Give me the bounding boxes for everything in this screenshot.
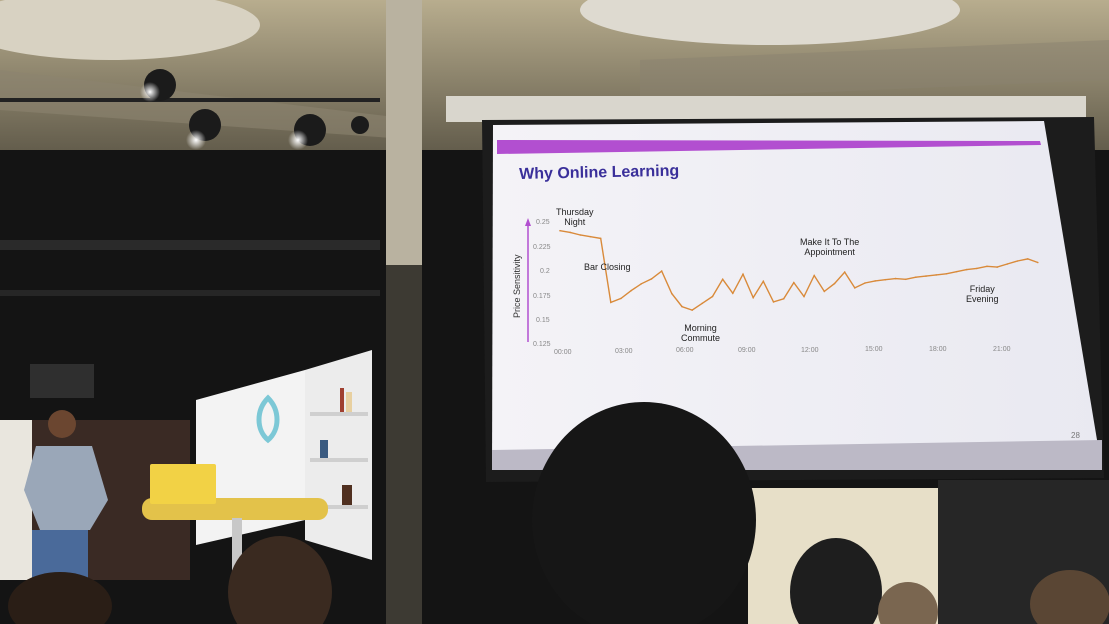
data-point bbox=[691, 309, 693, 311]
data-point bbox=[894, 277, 897, 280]
data-point bbox=[854, 287, 856, 289]
data-point bbox=[681, 305, 683, 308]
audience-head bbox=[228, 536, 332, 624]
data-point bbox=[965, 268, 968, 271]
data-point bbox=[630, 289, 632, 292]
data-point bbox=[721, 278, 724, 281]
data-point bbox=[620, 297, 622, 300]
data-point bbox=[701, 302, 704, 305]
x-tick: 18:00 bbox=[929, 346, 947, 353]
laptop bbox=[150, 464, 216, 504]
airbnb-logo bbox=[256, 394, 280, 444]
data-point bbox=[904, 278, 907, 281]
data-point bbox=[711, 295, 714, 298]
data-point bbox=[925, 275, 927, 277]
x-tick: 09:00 bbox=[738, 347, 756, 354]
audience-head bbox=[878, 582, 938, 624]
projection-screen bbox=[492, 121, 1102, 470]
data-point bbox=[671, 292, 673, 295]
data-point bbox=[559, 229, 561, 232]
series-line-group bbox=[559, 229, 1039, 311]
speaker-box bbox=[30, 364, 94, 398]
audience-head-foreground bbox=[532, 402, 756, 624]
x-tick: 03:00 bbox=[615, 348, 633, 355]
audience-head bbox=[1030, 570, 1109, 624]
slide-chart bbox=[525, 218, 1039, 342]
data-point bbox=[1026, 258, 1029, 260]
y-tick: 0.175 bbox=[533, 293, 551, 300]
data-point bbox=[660, 270, 663, 272]
data-point bbox=[762, 280, 765, 283]
audience-head bbox=[790, 538, 882, 624]
data-point bbox=[732, 292, 734, 295]
x-tick: 21:00 bbox=[993, 346, 1011, 353]
data-point bbox=[1016, 260, 1019, 262]
data-point bbox=[996, 266, 998, 268]
data-point bbox=[793, 281, 795, 284]
data-point bbox=[813, 274, 815, 277]
stage-lights bbox=[0, 69, 380, 150]
y-tick: 0.2 bbox=[540, 268, 550, 275]
data-point bbox=[986, 265, 988, 268]
data-point bbox=[833, 282, 836, 285]
x-tick: 12:00 bbox=[801, 347, 819, 354]
data-point bbox=[915, 276, 917, 279]
data-point bbox=[976, 267, 978, 270]
data-point bbox=[945, 273, 948, 275]
data-point bbox=[955, 270, 958, 273]
data-point bbox=[579, 234, 582, 236]
data-point bbox=[752, 296, 754, 299]
price-sensitivity-line bbox=[559, 230, 1039, 311]
data-point bbox=[884, 278, 887, 281]
ceiling-dome-left bbox=[0, 0, 260, 60]
data-point bbox=[599, 237, 602, 240]
slide-title: Why Online Learning bbox=[519, 162, 680, 183]
annotation-morning-commute: Morning Commute bbox=[681, 323, 721, 343]
y-tick: 0.125 bbox=[533, 341, 551, 348]
x-tick: 00:00 bbox=[554, 349, 572, 356]
data-point bbox=[650, 278, 653, 280]
annotation-bar-closing: Bar Closing bbox=[584, 262, 631, 272]
x-tick: 06:00 bbox=[676, 347, 694, 354]
audience-head bbox=[8, 572, 112, 624]
data-point bbox=[1006, 263, 1009, 265]
data-point bbox=[864, 282, 866, 284]
data-point bbox=[874, 280, 876, 282]
data-point bbox=[569, 231, 571, 234]
annotation-thursday-night: Thursday Night bbox=[556, 207, 594, 227]
slide-page-number: 28 bbox=[1071, 431, 1080, 440]
ceiling-dome-right bbox=[580, 0, 960, 45]
y-tick: 0.15 bbox=[536, 317, 550, 324]
slide-top-bar bbox=[497, 140, 1041, 154]
annotation-friday-evening: Friday Evening bbox=[966, 284, 999, 304]
bookshelf bbox=[310, 388, 368, 509]
annotation-appointment: Make It To The Appointment bbox=[800, 237, 860, 257]
data-point bbox=[823, 290, 826, 293]
data-point bbox=[782, 298, 785, 300]
x-tick: 15:00 bbox=[865, 346, 883, 353]
y-tick: 0.25 bbox=[536, 219, 550, 226]
data-point bbox=[610, 301, 612, 304]
data-point bbox=[772, 301, 775, 303]
data-point bbox=[1037, 261, 1039, 264]
data-point bbox=[589, 235, 592, 238]
data-point bbox=[742, 273, 744, 276]
data-point bbox=[843, 271, 846, 273]
data-point bbox=[640, 283, 643, 285]
data-point bbox=[803, 295, 805, 298]
y-axis-label: Price Sensitivity bbox=[512, 254, 522, 318]
y-tick: 0.225 bbox=[533, 244, 551, 251]
data-point bbox=[935, 274, 937, 276]
